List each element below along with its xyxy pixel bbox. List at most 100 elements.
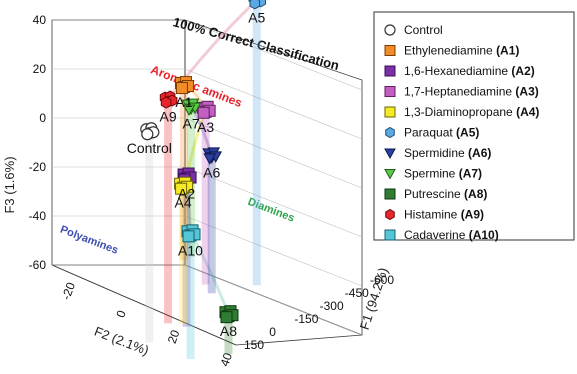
drop-line: [224, 314, 233, 355]
z-tick-label: 0: [39, 111, 46, 125]
legend-entry-code: (A2): [511, 64, 534, 78]
grid-line-right: [184, 215, 363, 287]
legend-entry-label: Histamine (A9): [404, 208, 484, 222]
point-label: A3: [197, 119, 214, 135]
legend-entry-code: (A10): [469, 228, 499, 242]
legend: Control Ethylenediamine (A1) 1,6-Hexanedia…: [373, 11, 575, 242]
data-markers: [140, 0, 266, 324]
legend-entry-label: Putrescine (A8): [404, 187, 487, 201]
legend-marker: [385, 126, 395, 139]
marker-cluster: [174, 76, 194, 95]
y-axis-title: F2 (2.1%): [92, 324, 151, 358]
legend-entry-name: 1,6-Hexanediamine: [404, 64, 511, 78]
legend-marker: [384, 148, 396, 160]
point-label: A10: [178, 242, 203, 258]
y-tick-label: -20: [59, 280, 78, 301]
legend-entry-label: Paraquat (A5): [404, 126, 479, 140]
point-label: A6: [203, 164, 220, 180]
legend-entry-code: (A7): [459, 167, 482, 181]
z-axis-title: F3 (1.6%): [2, 156, 17, 213]
legend-entry-label: 1,7-Heptanediamine (A3): [404, 85, 539, 99]
legend-entry-label: Control: [404, 23, 443, 37]
drop-line: [145, 131, 154, 343]
x-tick-label: 0: [269, 325, 276, 339]
grid-line-right: [184, 68, 363, 140]
legend-entry-name: 1,3-Diaminopropane: [404, 105, 516, 119]
x-tick-label: -450: [345, 286, 369, 300]
tick-labels: -60-40-2002040-2002040-600-450-300-15001…: [29, 13, 395, 368]
legend-entry-label: Ethylenediamine (A1): [404, 44, 519, 58]
point-label: A9: [160, 109, 177, 125]
drop-line: [186, 233, 195, 360]
point-label: Control: [127, 140, 172, 156]
y-tick-label: 20: [165, 328, 183, 346]
x-tick-label: -150: [294, 312, 318, 326]
legend-entry-code: (A5): [456, 126, 479, 140]
legend-marker: [384, 45, 396, 56]
legend-entry-code: (A8): [464, 187, 487, 201]
z-tick-label: -60: [29, 258, 47, 272]
legend-entry-name: Control: [404, 23, 443, 37]
legend-entry-code: (A1): [496, 44, 519, 58]
data-point: [141, 128, 154, 141]
x-tick-label: -300: [320, 299, 344, 313]
drop-line: [182, 176, 191, 327]
legend-entry-label: 1,3-Diaminopropane (A4): [404, 105, 539, 119]
data-point: [197, 106, 210, 119]
data-point: [160, 96, 172, 109]
legend-entry-code: (A6): [468, 146, 491, 160]
x-tick-label: 150: [244, 338, 264, 352]
data-point: [182, 104, 196, 117]
legend-entry-name: Ethylenediamine: [404, 44, 496, 58]
legend-marker: [384, 188, 396, 200]
legend-entry-code: (A4): [516, 105, 539, 119]
point-labels: Control A1 A2 A3 A4 A5 A6 A7 A8 A9 A10: [127, 9, 266, 339]
drop-line: [201, 109, 210, 285]
legend-entry-code: (A3): [515, 85, 538, 99]
drop-line: [207, 155, 216, 294]
legend-entry-name: 1,7-Heptanediamine: [404, 85, 515, 99]
legend-entry-label: Spermidine (A6): [404, 146, 491, 160]
z-tick-label: 40: [33, 13, 47, 27]
drop-line: [179, 185, 188, 324]
point-label: A5: [248, 9, 265, 25]
point-label: A7: [182, 116, 199, 132]
legend-marker: [384, 106, 396, 118]
grid: [52, 19, 363, 336]
legend-entry-name: Putrescine: [404, 187, 464, 201]
marker-cluster: [159, 90, 178, 109]
data-point: [203, 153, 217, 165]
legend-entry-label: 1,6-Hexanediamine (A2): [404, 64, 535, 78]
y-tick-label: 40: [217, 351, 235, 369]
data-point: [220, 311, 233, 324]
point-label: A1: [175, 94, 192, 110]
z-tick-label: -40: [29, 209, 47, 223]
legend-entry-name: Cadaverine: [404, 228, 469, 242]
legend-entry-name: Spermine: [404, 167, 459, 181]
legend-marker: [385, 208, 395, 221]
drop-line: [164, 99, 173, 324]
grid-line-right: [184, 166, 363, 238]
legend-marker: [384, 24, 396, 36]
marker-cluster: [140, 122, 160, 141]
legend-marker: [384, 169, 396, 180]
data-point: [175, 82, 188, 95]
data-point: [249, 0, 260, 10]
legend-frame: [373, 11, 575, 241]
group-label-polyamines: Polyamines: [58, 224, 119, 257]
z-tick-label: 20: [33, 62, 47, 76]
grid-line-right: [184, 19, 363, 91]
z-tick-label: -20: [29, 160, 47, 174]
marker-cluster: [174, 176, 194, 195]
y-tick-label: 0: [113, 308, 129, 319]
legend-marker: [384, 229, 396, 241]
drop-line: [252, 0, 261, 286]
marker-cluster: [248, 0, 266, 10]
x-tick-label: -600: [370, 273, 394, 287]
point-label: A2: [178, 186, 195, 202]
marker-cluster: [181, 98, 202, 117]
marker-cluster: [219, 305, 239, 324]
legend-entry-code: (A9): [461, 208, 484, 222]
